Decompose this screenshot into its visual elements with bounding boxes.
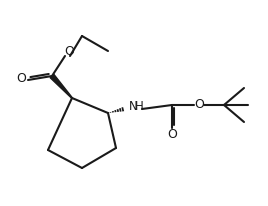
Polygon shape: [50, 74, 72, 98]
Text: O: O: [194, 97, 204, 110]
Text: H: H: [135, 99, 144, 112]
Text: O: O: [64, 44, 74, 57]
Text: N: N: [129, 99, 138, 112]
Text: O: O: [167, 129, 177, 142]
Text: O: O: [16, 71, 26, 84]
